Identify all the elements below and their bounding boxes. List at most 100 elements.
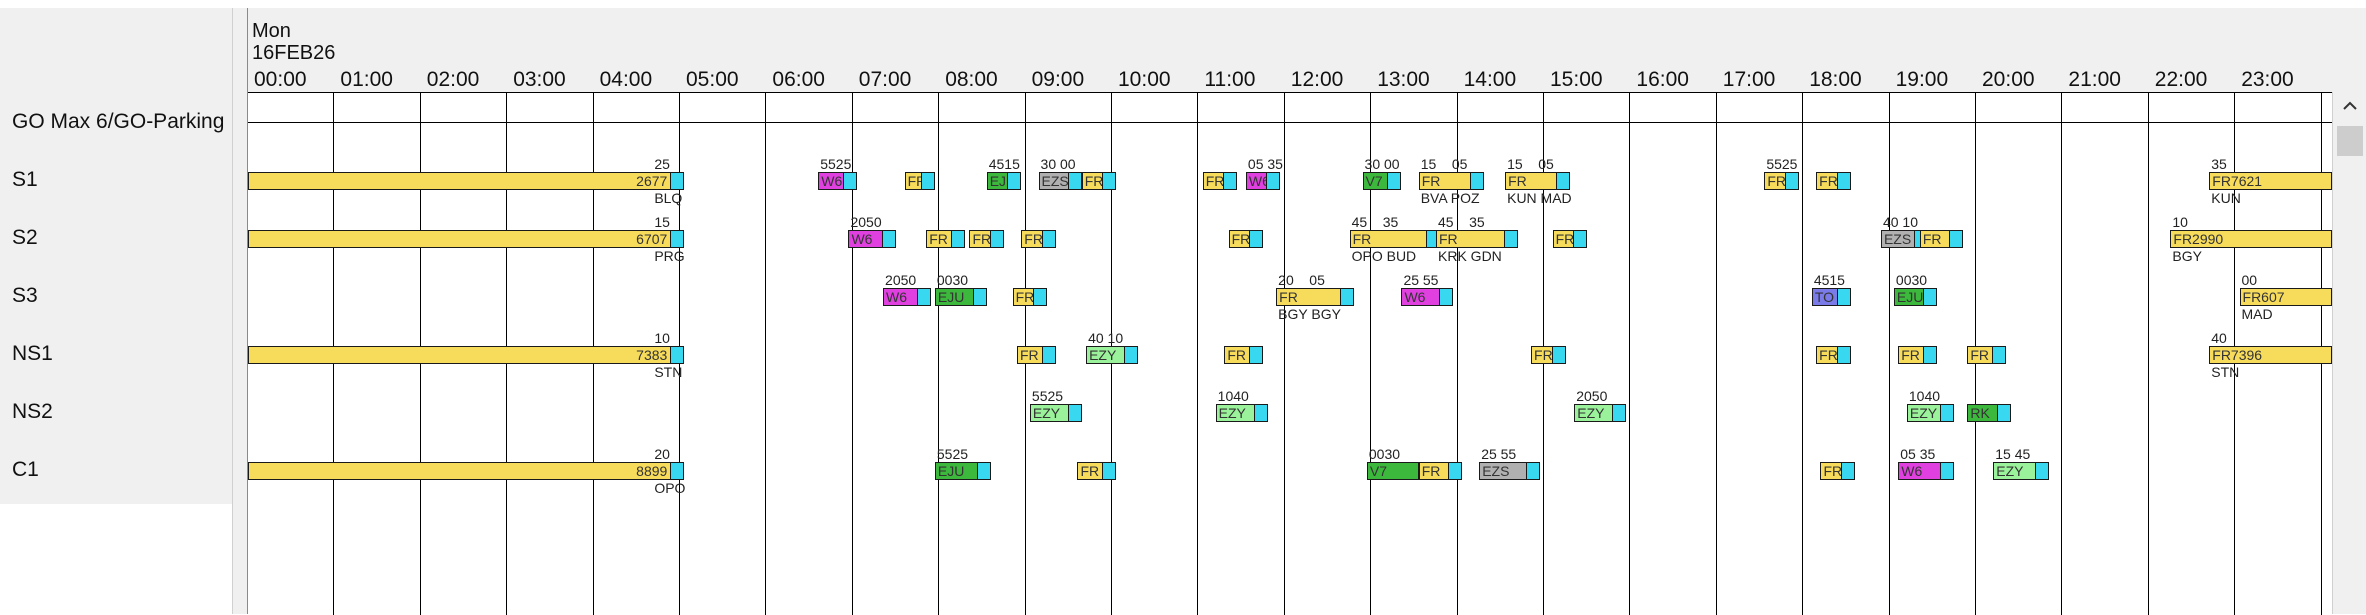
flight-bar[interactable]: EZY [1574, 404, 1627, 422]
flight-bar[interactable]: W6 [848, 230, 896, 248]
flight-code: FR2990 [2173, 231, 2224, 247]
flight-bar[interactable]: FR607 [2239, 288, 2332, 306]
flight-code: W6 [821, 173, 843, 189]
flight-bar[interactable]: V7 [1362, 172, 1402, 190]
flight-bar[interactable]: EZS [1479, 462, 1540, 480]
turnaround-marker [1836, 289, 1850, 305]
hour-gridline [2148, 93, 2149, 615]
flight-bar[interactable]: FR [1764, 172, 1799, 190]
flight-bar[interactable]: FR7396 [2209, 346, 2332, 364]
flight-bar[interactable]: EZY [1029, 404, 1082, 422]
flight-bar[interactable]: FR [1418, 462, 1462, 480]
flight-bar[interactable]: W6 [1401, 288, 1454, 306]
stand-row-label: GO Max 6/GO-Parking [12, 110, 225, 133]
flight-bar[interactable]: FR [1919, 230, 1964, 248]
flight-bar[interactable]: FR [1228, 230, 1264, 248]
minute-label: 15 05 [1507, 156, 1554, 172]
hour-label: 22:00 [2154, 68, 2208, 91]
timeline-header: Mon 16FEB26 00:00 01:00 02:00 03:00 04:00 05:… [0, 8, 2366, 93]
flight-bar[interactable]: EZY [1215, 404, 1268, 422]
flight-bar[interactable]: V7 [1366, 462, 1419, 480]
flight-bar[interactable]: FR [969, 230, 1004, 248]
minute-label: 4515 [988, 156, 1020, 172]
flight-code: EZY [1032, 405, 1061, 421]
hour-gridline [1284, 93, 1285, 615]
minute-label: 30 00 [1040, 156, 1076, 172]
scroll-up-button[interactable] [2333, 92, 2366, 122]
flight-bar[interactable]: FR [904, 172, 935, 190]
flight-bar[interactable]: EZY [1906, 404, 1955, 422]
flight-bar[interactable]: EJU [986, 172, 1022, 190]
flight-bar[interactable]: FR [1012, 288, 1048, 306]
hour-label: 07:00 [858, 68, 912, 91]
flight-code: EZS [1883, 231, 1912, 247]
flight-bar[interactable]: FR [1898, 346, 1938, 364]
scroll-thumb[interactable] [2337, 126, 2363, 156]
row-separator [248, 122, 2332, 123]
hour-gridline [2061, 93, 2062, 615]
flight-code: 2677 [636, 173, 668, 189]
flight-code: EJU [937, 289, 965, 305]
flight-bar[interactable]: FR [1820, 462, 1856, 480]
flight-bar[interactable]: W6 [818, 172, 858, 190]
flight-bar[interactable]: FR [1081, 172, 1117, 190]
airport-label: STN [654, 364, 683, 380]
flight-bar[interactable]: FR2990 [2170, 230, 2332, 248]
turnaround-marker [1949, 231, 1963, 247]
flight-bar[interactable]: FR [1531, 346, 1566, 364]
flight-bar[interactable]: FR [1202, 172, 1238, 190]
turnaround-marker [1266, 173, 1280, 189]
hour-label: 16:00 [1636, 68, 1689, 91]
flight-code: FR [1352, 231, 1372, 247]
flight-bar[interactable]: FR [1436, 230, 1519, 248]
turnaround-marker [843, 173, 857, 189]
airport-label: BVA POZ [1420, 190, 1480, 206]
flight-bar[interactable]: FR7621 [2209, 172, 2332, 190]
vertical-scrollbar[interactable] [2332, 92, 2366, 614]
flight-bar[interactable]: FR [1967, 346, 2007, 364]
flight-bar[interactable]: 6707 [248, 230, 685, 248]
flight-bar[interactable]: EZY [1086, 346, 1138, 364]
flight-bar[interactable]: FR [1418, 172, 1484, 190]
flight-bar[interactable]: FR [1077, 462, 1117, 480]
flight-bar[interactable]: EZS [1038, 172, 1082, 190]
minute-label: 45 35 [1438, 214, 1485, 230]
hour-gridline [938, 93, 939, 615]
gantt-chart-area: 2677 25 BLQ W6 5525 FR EJU 4515 EZS 30 00 FR FR W6 05… [248, 92, 2332, 615]
hour-label: 10:00 [1118, 68, 1171, 91]
flight-bar[interactable]: RK [1967, 404, 2011, 422]
airport-label: KUN [2211, 190, 2241, 206]
flight-bar[interactable]: 2677 [248, 172, 685, 190]
airport-label: STN [2211, 364, 2240, 380]
flight-bar[interactable]: FR [1505, 172, 1570, 190]
flight-bar[interactable]: FR [1816, 172, 1851, 190]
flight-bar[interactable]: FR [1552, 230, 1588, 248]
flight-bar[interactable]: W6 [1898, 462, 1955, 480]
flight-bar[interactable]: 8899 [248, 462, 685, 480]
stand-row-label: S2 [12, 226, 38, 249]
flight-bar[interactable]: EJU [934, 462, 992, 480]
flight-bar[interactable]: TO [1811, 288, 1851, 306]
flight-bar[interactable]: W6 [1245, 172, 1281, 190]
flight-bar[interactable]: FR [1349, 230, 1441, 248]
flight-bar[interactable]: FR [1224, 346, 1264, 364]
turnaround-marker [1996, 405, 2010, 421]
flight-bar[interactable]: FR [1276, 288, 1354, 306]
flight-bar[interactable]: EZY [1993, 462, 2050, 480]
flight-bar[interactable]: EJU [1893, 288, 1938, 306]
turnaround-marker [989, 231, 1003, 247]
panel-splitter[interactable] [232, 8, 248, 614]
flight-bar[interactable]: FR [1016, 346, 1056, 364]
flight-bar[interactable]: FR [1816, 346, 1851, 364]
flight-code: FR [1819, 173, 1838, 189]
flight-code: W6 [1901, 463, 1923, 479]
flight-bar[interactable]: FR [926, 230, 966, 248]
flight-bar[interactable]: 7383 [248, 346, 685, 364]
flight-code: FR [1767, 173, 1786, 189]
minute-label: 00 [2241, 272, 2258, 288]
flight-code: W6 [1248, 173, 1270, 189]
minute-label: 25 [654, 156, 670, 172]
flight-bar[interactable]: EJU [934, 288, 987, 306]
flight-bar[interactable]: W6 [883, 288, 931, 306]
flight-bar[interactable]: FR [1021, 230, 1056, 248]
